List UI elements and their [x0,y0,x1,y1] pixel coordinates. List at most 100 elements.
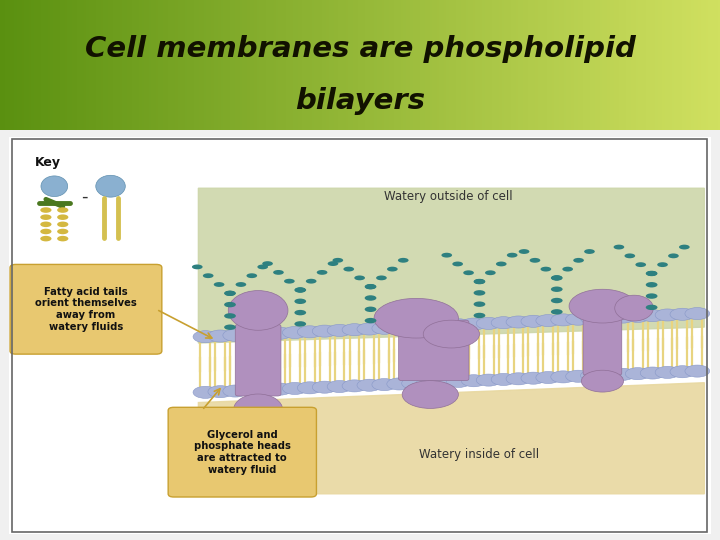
Bar [192,0,196,130]
Bar [382,0,385,130]
Bar [449,0,453,130]
Ellipse shape [640,367,665,379]
Bar [485,0,489,130]
Text: Watery inside of cell: Watery inside of cell [419,448,539,461]
Ellipse shape [521,372,546,384]
Bar [708,0,712,130]
Bar [153,0,158,130]
Bar [132,0,136,130]
Bar [629,0,633,130]
Bar [516,0,520,130]
Bar [125,0,129,130]
Ellipse shape [551,275,562,281]
Bar [562,0,565,130]
Ellipse shape [343,267,354,272]
Ellipse shape [580,313,606,325]
Ellipse shape [536,315,561,327]
Bar [223,0,227,130]
Bar [468,0,472,130]
Bar [96,0,100,130]
Bar [701,0,705,130]
Bar [430,0,433,130]
Ellipse shape [365,284,376,289]
Ellipse shape [541,267,552,272]
Ellipse shape [646,293,657,299]
Ellipse shape [40,221,52,227]
Bar [254,0,258,130]
Bar [199,0,203,130]
Bar [161,0,165,130]
Ellipse shape [282,327,307,339]
Text: bilayers: bilayers [295,87,425,115]
Bar [446,0,450,130]
Bar [542,0,546,130]
Bar [295,0,299,130]
Ellipse shape [364,307,377,312]
Bar [50,0,54,130]
Ellipse shape [402,381,459,408]
Bar [509,0,513,130]
Bar [24,0,28,130]
Bar [590,0,594,130]
Ellipse shape [374,299,459,338]
Bar [648,0,652,130]
Ellipse shape [640,309,665,322]
Ellipse shape [297,382,322,394]
Bar [441,0,446,130]
Bar [233,0,237,130]
Bar [511,0,515,130]
Ellipse shape [573,258,584,263]
FancyBboxPatch shape [10,265,162,354]
Ellipse shape [223,329,248,341]
Bar [427,0,431,130]
Bar [583,0,587,130]
Bar [127,0,131,130]
Bar [444,0,448,130]
Bar [338,0,342,130]
Ellipse shape [40,214,52,220]
FancyBboxPatch shape [399,320,469,381]
Ellipse shape [364,295,377,301]
Bar [432,0,436,130]
Bar [706,0,709,130]
Bar [662,0,666,130]
Ellipse shape [294,287,306,293]
Ellipse shape [398,258,408,262]
Bar [670,0,673,130]
Ellipse shape [295,288,305,292]
Bar [405,0,410,130]
Bar [55,0,59,130]
Polygon shape [199,383,704,494]
Ellipse shape [224,325,236,330]
Bar [355,0,359,130]
Ellipse shape [262,261,273,266]
Ellipse shape [670,308,695,320]
Bar [9,0,14,130]
Bar [307,0,311,130]
Bar [22,0,25,130]
Bar [204,0,208,130]
Text: Key: Key [35,156,61,169]
Bar [271,0,275,130]
Bar [187,0,191,130]
Bar [403,0,407,130]
Bar [178,0,181,130]
Bar [482,0,486,130]
Bar [475,0,479,130]
Bar [665,0,669,130]
Ellipse shape [506,316,531,328]
Ellipse shape [431,376,456,388]
Bar [36,0,40,130]
Ellipse shape [496,261,507,266]
Ellipse shape [423,320,480,348]
Bar [463,0,467,130]
Bar [621,0,626,130]
Bar [423,0,426,130]
Bar [552,0,556,130]
Bar [495,0,498,130]
Bar [202,0,205,130]
Bar [27,0,30,130]
Bar [120,0,124,130]
Ellipse shape [357,379,382,392]
Bar [343,0,347,130]
